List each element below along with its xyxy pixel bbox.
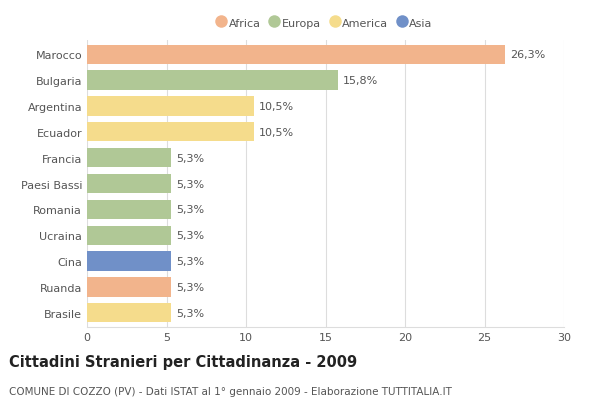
Text: Cittadini Stranieri per Cittadinanza - 2009: Cittadini Stranieri per Cittadinanza - 2…	[9, 354, 357, 369]
Text: 10,5%: 10,5%	[259, 128, 294, 137]
Text: 26,3%: 26,3%	[510, 50, 545, 60]
Bar	[87, 278, 171, 297]
Bar	[87, 226, 171, 245]
Text: 5,3%: 5,3%	[176, 282, 204, 292]
Text: 5,3%: 5,3%	[176, 179, 204, 189]
Bar	[87, 45, 505, 65]
Text: 5,3%: 5,3%	[176, 231, 204, 240]
Bar	[87, 97, 254, 116]
Bar	[87, 252, 171, 271]
Text: 5,3%: 5,3%	[176, 256, 204, 266]
Bar	[87, 123, 254, 142]
Text: 5,3%: 5,3%	[176, 308, 204, 318]
Text: COMUNE DI COZZO (PV) - Dati ISTAT al 1° gennaio 2009 - Elaborazione TUTTITALIA.I: COMUNE DI COZZO (PV) - Dati ISTAT al 1° …	[9, 387, 452, 396]
Bar	[87, 174, 171, 194]
Bar	[87, 200, 171, 220]
Text: 10,5%: 10,5%	[259, 102, 294, 112]
Text: 5,3%: 5,3%	[176, 153, 204, 163]
Bar	[87, 71, 338, 90]
Bar	[87, 148, 171, 168]
Text: 15,8%: 15,8%	[343, 76, 378, 86]
Text: 5,3%: 5,3%	[176, 205, 204, 215]
Legend: Africa, Europa, America, Asia: Africa, Europa, America, Asia	[214, 13, 437, 33]
Bar	[87, 303, 171, 323]
